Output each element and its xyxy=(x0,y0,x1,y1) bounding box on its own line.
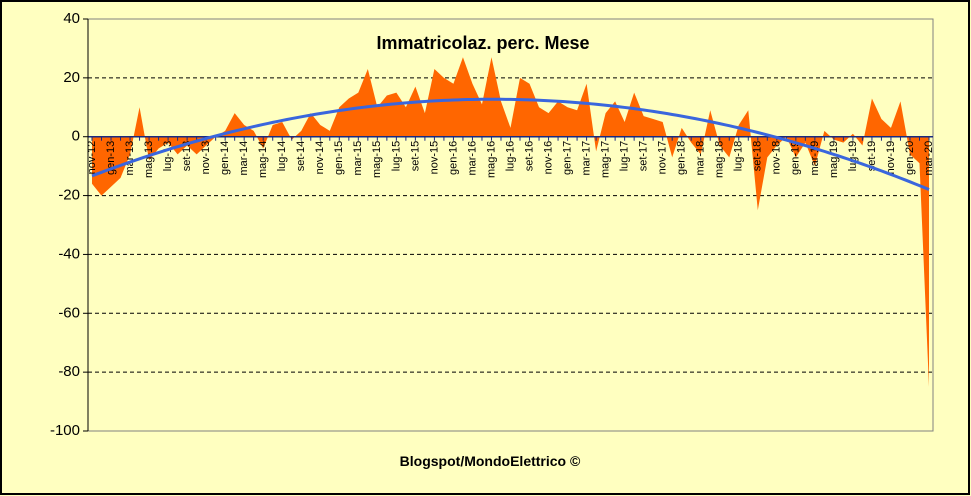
x-tick-label: mag-17 xyxy=(600,141,612,178)
x-tick-label: nov-12 xyxy=(86,141,98,175)
x-tick-label: gen-18 xyxy=(676,141,688,175)
x-tick-label: lug-15 xyxy=(390,141,402,172)
x-tick-label: nov-13 xyxy=(200,141,212,175)
x-tick-label: gen-14 xyxy=(219,141,231,175)
y-tick-label: -40 xyxy=(58,245,80,262)
x-tick-label: gen-19 xyxy=(790,141,802,175)
x-tick-label: gen-20 xyxy=(904,141,916,175)
x-tick-label: mar-16 xyxy=(466,141,478,176)
x-tick-label: nov-14 xyxy=(314,141,326,175)
x-tick-label: nov-15 xyxy=(428,141,440,175)
x-tick-label: mar-17 xyxy=(580,141,592,176)
x-tick-label: mar-20 xyxy=(923,141,935,176)
x-tick-label: nov-19 xyxy=(885,141,897,175)
y-tick-label: 20 xyxy=(63,69,80,86)
y-tick-label: 0 xyxy=(72,128,80,145)
x-tick-label: set-19 xyxy=(866,141,878,172)
y-tick-label: 40 xyxy=(63,10,80,27)
x-tick-label: lug-18 xyxy=(733,141,745,172)
x-tick-label: mar-15 xyxy=(352,141,364,176)
trend-line xyxy=(91,97,930,191)
x-tick-label: mag-18 xyxy=(714,141,726,178)
x-tick-label: lug-14 xyxy=(276,141,288,172)
x-tick-label: nov-18 xyxy=(771,141,783,175)
y-tick-label: -80 xyxy=(58,363,80,380)
x-tick-label: set-15 xyxy=(409,141,421,172)
chart-title: Immatricolaz. perc. Mese xyxy=(376,33,589,53)
x-tick-label: mag-14 xyxy=(257,141,269,178)
x-tick-label: mag-19 xyxy=(828,141,840,178)
x-tick-label: nov-16 xyxy=(542,141,554,175)
x-tick-label: lug-19 xyxy=(847,141,859,172)
x-tick-label: gen-16 xyxy=(447,141,459,175)
x-tick-label: set-14 xyxy=(295,141,307,172)
x-tick-label: lug-13 xyxy=(162,141,174,172)
x-tick-label: lug-17 xyxy=(619,141,631,172)
plot-area xyxy=(87,18,934,432)
y-tick-label: -60 xyxy=(58,304,80,321)
x-tick-label: set-16 xyxy=(523,141,535,172)
x-tick-label: set-13 xyxy=(181,141,193,172)
x-tick-label: mag-15 xyxy=(371,141,383,178)
x-tick-label: gen-15 xyxy=(333,141,345,175)
x-tick-label: mag-16 xyxy=(485,141,497,178)
x-tick-label: mar-18 xyxy=(695,141,707,176)
x-tick-label: nov-17 xyxy=(657,141,669,175)
y-tick-label: -20 xyxy=(58,187,80,204)
x-tick-label: mar-14 xyxy=(238,141,250,176)
footer: Blogspot/MondoElettrico © xyxy=(400,453,581,469)
y-tick-label: -100 xyxy=(50,422,80,439)
x-tick-label: gen-17 xyxy=(561,141,573,175)
x-tick-label: lug-16 xyxy=(504,141,516,172)
x-tick-label: set-17 xyxy=(638,141,650,172)
x-tick-label: mag-13 xyxy=(143,141,155,178)
x-tick-label: mar-13 xyxy=(124,141,136,176)
x-tick-label: set-18 xyxy=(752,141,764,172)
